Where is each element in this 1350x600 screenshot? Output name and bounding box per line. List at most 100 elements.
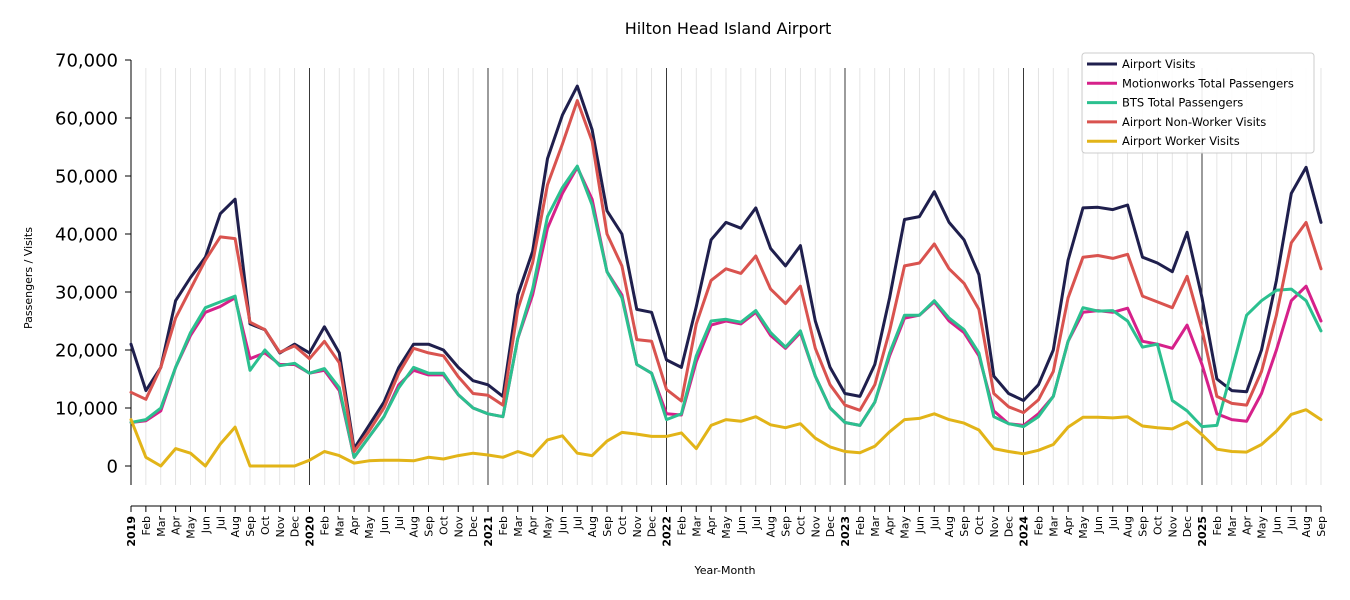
y-tick-label: 60,000 bbox=[55, 109, 118, 130]
y-tick-label: 10,000 bbox=[55, 399, 118, 420]
x-tick-label: Jul bbox=[571, 516, 584, 530]
x-tick-label: Jul bbox=[750, 516, 763, 530]
x-tick-label: 2022 bbox=[661, 516, 674, 547]
y-tick-label: 40,000 bbox=[55, 225, 118, 246]
x-tick-label: Aug bbox=[229, 516, 242, 537]
series-line-airport-visits bbox=[129, 84, 1323, 451]
x-tick-label: Feb bbox=[497, 516, 510, 535]
x-tick-label: Apr bbox=[170, 516, 183, 536]
x-tick-label: May bbox=[542, 516, 555, 539]
x-tick-label: Sep bbox=[423, 516, 436, 537]
x-tick-label: Apr bbox=[1241, 516, 1254, 536]
x-tick-label: May bbox=[899, 516, 912, 539]
x-tick-label: Nov bbox=[809, 516, 822, 538]
x-tick-label: Feb bbox=[140, 516, 153, 535]
x-tick-label: Feb bbox=[675, 516, 688, 535]
x-tick-label: Oct bbox=[794, 515, 807, 535]
legend-label: Airport Non-Worker Visits bbox=[1122, 115, 1266, 129]
x-tick-label: Sep bbox=[244, 516, 257, 537]
x-tick-label: Aug bbox=[1122, 516, 1135, 537]
x-tick-label: Jun bbox=[1092, 516, 1105, 534]
x-tick-label: Jun bbox=[556, 516, 569, 534]
x-tick-label: Jun bbox=[735, 516, 748, 534]
x-tick-label: Dec bbox=[646, 516, 659, 537]
x-tick-label: Aug bbox=[1300, 516, 1313, 537]
x-tick-label: Jul bbox=[928, 516, 941, 530]
legend-label: Airport Visits bbox=[1122, 57, 1196, 71]
x-tick-label: Dec bbox=[289, 516, 302, 537]
series-line-bts-total-passengers bbox=[129, 164, 1323, 459]
x-tick-label: Aug bbox=[586, 516, 599, 537]
x-tick-label: Mar bbox=[1226, 516, 1239, 537]
x-tick-label: Oct bbox=[259, 515, 272, 535]
x-tick-label: Feb bbox=[1211, 516, 1224, 535]
y-tick-label: 20,000 bbox=[55, 341, 118, 362]
x-tick-label: Oct bbox=[616, 515, 629, 535]
x-tick-label: Apr bbox=[705, 516, 718, 536]
x-tick-label: Jun bbox=[378, 516, 391, 534]
legend: Airport Visits Motionworks Total Passenge… bbox=[1081, 52, 1315, 154]
x-tick-label: Dec bbox=[1181, 516, 1194, 537]
x-tick-label: Feb bbox=[854, 516, 867, 535]
x-tick-label: Apr bbox=[348, 516, 361, 536]
x-tick-label: Apr bbox=[527, 516, 540, 536]
x-tick-label: Jun bbox=[1270, 516, 1283, 534]
series-lines bbox=[129, 84, 1323, 468]
x-tick-label: May bbox=[185, 516, 198, 539]
x-tick-label: Oct bbox=[973, 515, 986, 535]
x-tick-label: Aug bbox=[943, 516, 956, 537]
x-tick-label: Jul bbox=[393, 516, 406, 530]
x-tick-label: Oct bbox=[1151, 515, 1164, 535]
x-tick-label: Jul bbox=[214, 516, 227, 530]
legend-label: Airport Worker Visits bbox=[1122, 134, 1240, 148]
x-tick-label: Mar bbox=[869, 516, 882, 537]
chart-title: Hilton Head Island Airport bbox=[625, 19, 832, 38]
x-tick-label: Mar bbox=[690, 516, 703, 537]
x-tick-label: Mar bbox=[333, 516, 346, 537]
y-tick-label: 70,000 bbox=[55, 51, 118, 72]
x-tick-label: Jun bbox=[199, 516, 212, 534]
x-tick-label: Mar bbox=[1047, 516, 1060, 537]
x-tick-label: 2019 bbox=[125, 516, 138, 547]
x-tick-label: Sep bbox=[958, 516, 971, 537]
x-tick-label: 2024 bbox=[1018, 516, 1031, 547]
axes: 0 10,000 20,000 30,000 40,000 50,000 60,000 70,… bbox=[55, 51, 1328, 547]
x-tick-label: Dec bbox=[467, 516, 480, 537]
x-tick-label: Jul bbox=[1285, 516, 1298, 530]
x-tick-label: Nov bbox=[631, 516, 644, 538]
x-tick-label: Oct bbox=[437, 515, 450, 535]
x-tick-label: Aug bbox=[765, 516, 778, 537]
x-tick-label: Sep bbox=[1315, 516, 1328, 537]
y-tick-label: 30,000 bbox=[55, 283, 118, 304]
x-tick-label: Aug bbox=[408, 516, 421, 537]
x-tick-label: Nov bbox=[452, 516, 465, 538]
x-tick-label: Sep bbox=[1137, 516, 1150, 537]
x-tick-label: Jun bbox=[913, 516, 926, 534]
x-tick-label: Mar bbox=[155, 516, 168, 537]
x-tick-label: Dec bbox=[1003, 516, 1016, 537]
x-tick-label: Apr bbox=[1062, 516, 1075, 536]
x-tick-label: Nov bbox=[274, 516, 287, 538]
x-tick-label: May bbox=[720, 516, 733, 539]
x-axis-label: Year-Month bbox=[693, 564, 755, 577]
legend-box bbox=[1081, 52, 1315, 154]
y-axis-label: Passengers / Visits bbox=[22, 227, 35, 329]
x-tick-label: 2020 bbox=[304, 516, 317, 547]
series-line-airport-worker-visits bbox=[129, 408, 1323, 468]
x-tick-label: Feb bbox=[1032, 516, 1045, 535]
x-tick-label: May bbox=[1256, 516, 1269, 539]
x-tick-label: Dec bbox=[824, 516, 837, 537]
y-tick-label: 0 bbox=[107, 457, 118, 478]
x-tick-label: Jul bbox=[1107, 516, 1120, 530]
x-tick-label: Nov bbox=[1166, 516, 1179, 538]
x-tick-label: May bbox=[363, 516, 376, 539]
series-line-airport-non-worker-visits bbox=[129, 99, 1323, 453]
x-tick-label: Nov bbox=[988, 516, 1001, 538]
x-tick-label: 2023 bbox=[839, 516, 852, 547]
x-tick-label: Mar bbox=[512, 516, 525, 537]
x-tick-label: May bbox=[1077, 516, 1090, 539]
legend-label: BTS Total Passengers bbox=[1122, 96, 1243, 110]
x-tick-label: Feb bbox=[318, 516, 331, 535]
